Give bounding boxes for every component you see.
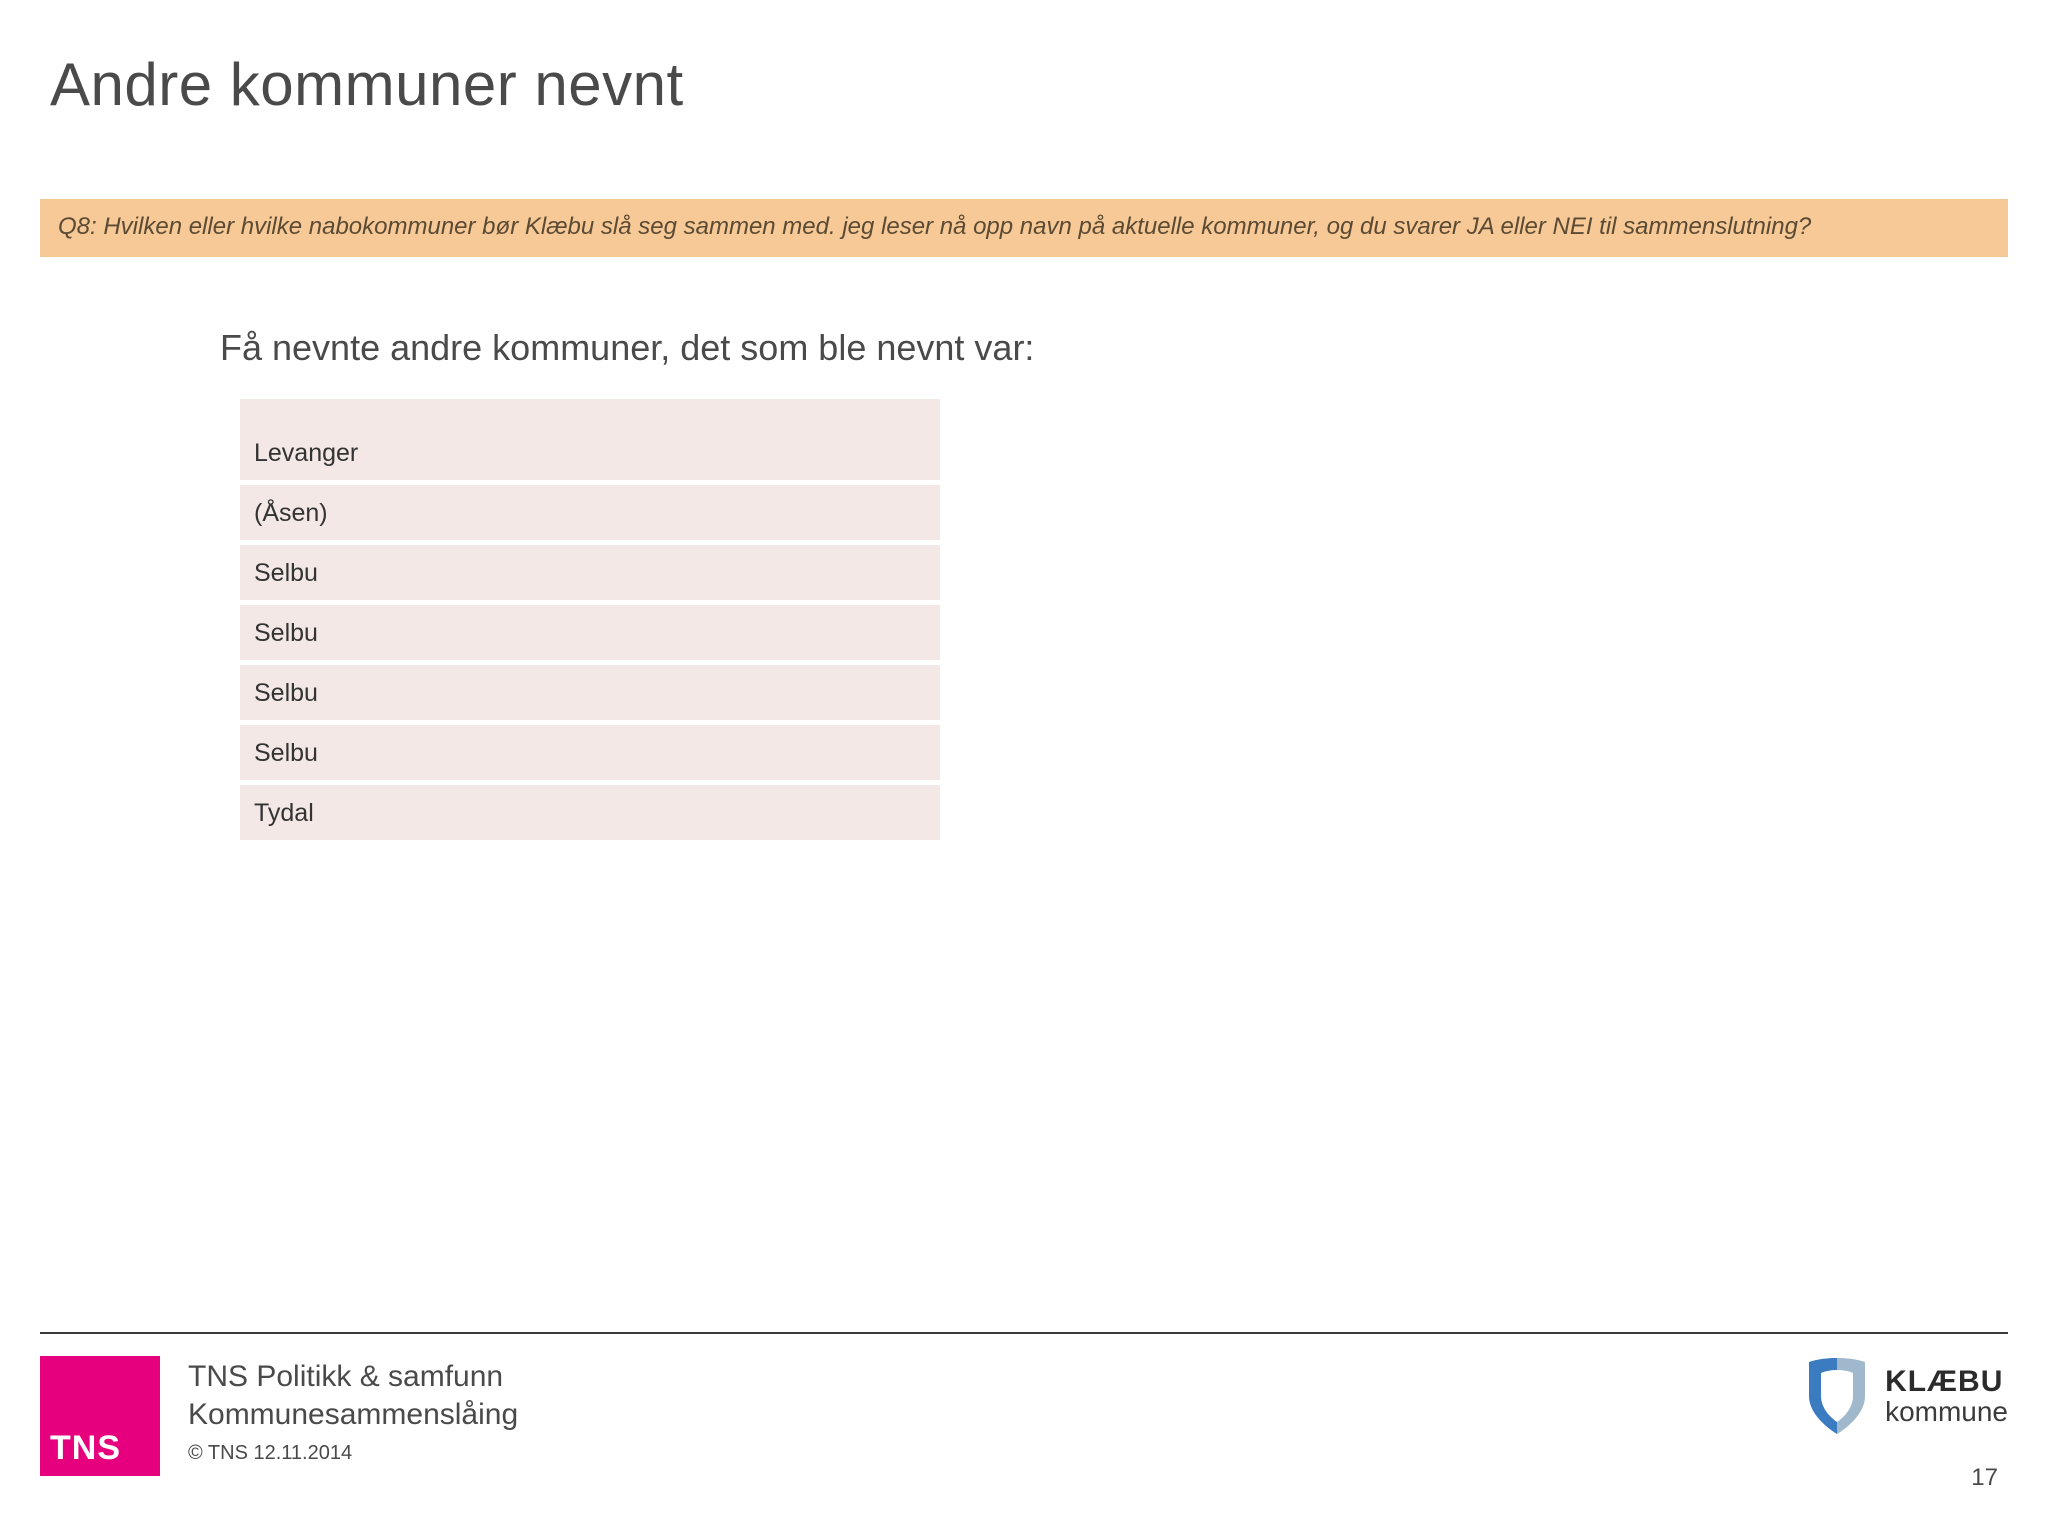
subtitle: Få nevnte andre kommuner, det som ble ne… xyxy=(220,327,1998,369)
page-number: 17 xyxy=(1971,1464,1998,1492)
list-item: Selbu xyxy=(240,605,940,660)
shield-icon xyxy=(1805,1356,1869,1436)
tns-logo: TNS xyxy=(40,1356,160,1476)
footer-org-line: TNS Politikk & samfunn xyxy=(188,1360,518,1394)
list-item: Tydal xyxy=(240,785,940,840)
tns-logo-text: TNS xyxy=(50,1429,121,1468)
slide-title: Andre kommuner nevnt xyxy=(50,50,1998,119)
footer: TNS TNS Politikk & samfunn Kommunesammen… xyxy=(40,1332,2008,1476)
klabu-sub: kommune xyxy=(1885,1397,2008,1426)
klabu-name: KLÆBU xyxy=(1885,1366,2008,1398)
list-item: Selbu xyxy=(240,665,940,720)
list-item: Selbu xyxy=(240,725,940,780)
list-item: Selbu xyxy=(240,545,940,600)
question-band: Q8: Hvilken eller hvilke nabokommuner bø… xyxy=(40,199,2008,257)
list-item: Levanger xyxy=(240,399,940,480)
footer-project-line: Kommunesammenslåing xyxy=(188,1398,518,1432)
response-list: Levanger (Åsen) Selbu Selbu Selbu Selbu … xyxy=(240,399,940,840)
footer-rule xyxy=(40,1332,2008,1334)
klabu-logo-block: KLÆBU kommune xyxy=(1805,1356,2008,1436)
footer-copyright: © TNS 12.11.2014 xyxy=(188,1442,518,1465)
list-item: (Åsen) xyxy=(240,485,940,540)
